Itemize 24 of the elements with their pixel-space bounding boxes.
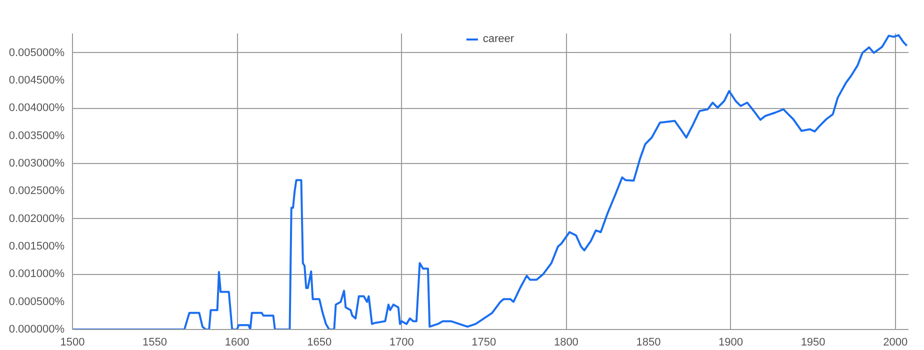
y-tick-label: 0.001000%	[8, 268, 65, 280]
y-tick-label: 0.000000%	[8, 324, 65, 336]
y-tick-label: 0.001500%	[8, 240, 65, 253]
x-tick-label: 1800	[554, 336, 578, 348]
x-tick-label: 1850	[636, 336, 661, 348]
x-tick-label: 1950	[800, 336, 826, 348]
x-tick-label: 2000	[883, 336, 908, 348]
y-tick-label: 0.003000%	[8, 158, 65, 170]
line-series	[72, 34, 908, 330]
x-tick-label: 1500	[60, 336, 85, 348]
x-tick-label: 1700	[389, 336, 414, 348]
x-tick-label: 1900	[718, 336, 744, 348]
y-tick-label: 0.002500%	[8, 185, 65, 198]
y-tick-label: 0.005000%	[8, 46, 65, 59]
y-tick-label: 0.000500%	[8, 296, 65, 308]
y-tick-label: 0.003500%	[8, 130, 65, 142]
y-tick-label: 0.004000%	[8, 102, 65, 114]
y-tick-label: 0.004500%	[8, 74, 65, 87]
y-tick-label: 0.002000%	[8, 212, 65, 225]
x-tick-label: 1600	[224, 336, 250, 348]
x-tick-label: 1750	[472, 336, 496, 348]
legend-label: career	[482, 33, 514, 45]
x-tick-label: 1650	[307, 336, 332, 348]
x-tick-label: 1550	[142, 336, 168, 348]
